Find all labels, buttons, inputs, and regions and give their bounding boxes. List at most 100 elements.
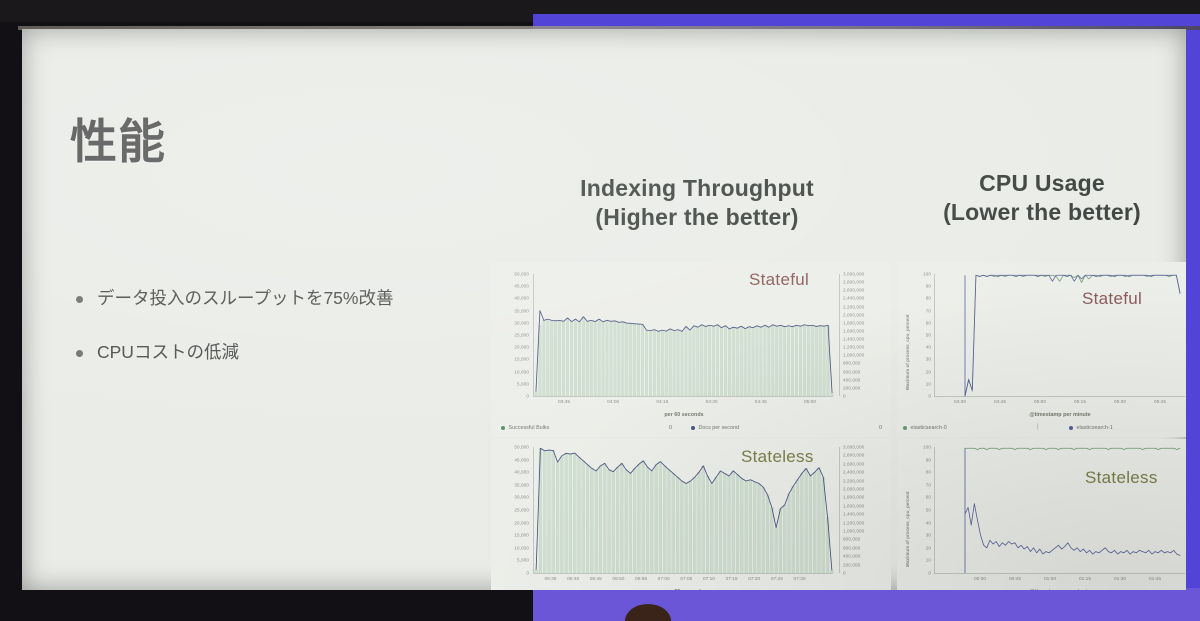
legend-swatch-icon xyxy=(691,426,695,430)
axis-tick-label: 0 xyxy=(526,570,529,576)
chart-indexing-stateless[interactable]: Stateless 0 5,000 10,000 15,000 20,000 25,000… xyxy=(491,439,891,590)
y-axis-line xyxy=(533,447,534,573)
axis-tick-label: 90 xyxy=(925,283,931,289)
chart-cpu-stateless[interactable]: Stateless Maximum of process_cpu_percent… xyxy=(897,439,1186,590)
axis-tick-label: 1,600,000 xyxy=(843,503,865,509)
cpu-series-line-0 xyxy=(964,274,1181,397)
axis-tick-label: 50 xyxy=(925,332,931,338)
cpu-stateless-plot xyxy=(935,447,1185,573)
axis-tick-label: 40,000 xyxy=(514,295,529,301)
axis-tick-label: 03:45 xyxy=(557,400,571,405)
axis-tick-label: 10 xyxy=(925,381,931,387)
y-axis-line xyxy=(934,447,935,573)
series-annotation-stateless: Stateless xyxy=(741,447,814,466)
x-axis-title: per 60 seconds xyxy=(664,412,704,418)
indexing-throughput-heading: Indexing Throughput (Higher the better) xyxy=(497,174,897,232)
bullet-dot-icon xyxy=(76,349,83,357)
axis-tick-label: 05:00 xyxy=(803,400,817,405)
axis-tick-label: 40 xyxy=(925,520,931,526)
axis-tick-label: 5,000 xyxy=(517,557,529,563)
axis-tick-label: 2,200,000 xyxy=(843,478,865,484)
axis-tick-label: 06:45 xyxy=(589,577,602,582)
legend-label: elasticsearch-1 xyxy=(1076,425,1113,431)
bars-layer xyxy=(534,316,834,397)
axis-tick-label: 15,000 xyxy=(514,356,529,362)
axis-tick-label: 30 xyxy=(925,532,931,538)
axis-tick-label: 01:15 xyxy=(1078,577,1092,582)
legend-item-docs-per-second[interactable]: Docs per second xyxy=(691,425,739,431)
axis-tick-label: 2,800,000 xyxy=(843,279,865,285)
list-item: CPUコストの低減 xyxy=(70,341,470,365)
axis-tick-label: 20,000 xyxy=(514,520,529,526)
axis-tick-label: 400,000 xyxy=(843,377,861,383)
axis-tick-label: 20 xyxy=(925,545,931,551)
x-axis-line xyxy=(934,396,1185,397)
axis-tick-label: 06:40 xyxy=(567,577,580,582)
axis-tick-label: 00:30 xyxy=(973,577,987,582)
axis-tick-label: 20,000 xyxy=(514,344,529,350)
axis-tick-label: 07:30 xyxy=(793,577,806,582)
axis-tick-label: 40,000 xyxy=(514,469,529,475)
audience-head-silhouette xyxy=(625,604,671,621)
axis-tick-label: 1,000,000 xyxy=(843,528,865,534)
axis-tick-label: 80 xyxy=(925,469,931,475)
axis-tick-label: 200,000 xyxy=(843,385,861,391)
x-axis-line xyxy=(533,396,833,397)
y-axis-line xyxy=(533,274,534,396)
cpu-heading-line1: CPU Usage xyxy=(979,170,1105,196)
axis-tick-label: 05:15 xyxy=(1073,400,1087,405)
legend-swatch-icon xyxy=(501,426,505,430)
axis-tick-label: 5,000 xyxy=(517,381,529,387)
x-axis-title: @timestamp per minute xyxy=(935,589,1185,590)
axis-tick-label: 10,000 xyxy=(514,369,529,375)
axis-tick-label: 600,000 xyxy=(843,369,861,375)
axis-tick-label: 35,000 xyxy=(514,308,529,314)
axis-tick-label: 70 xyxy=(925,308,931,314)
axis-tick-label: 2,000,000 xyxy=(843,312,865,318)
legend-value-successful-bulks: 0 xyxy=(669,425,672,431)
axis-tick-label: 07:20 xyxy=(748,577,761,582)
axis-tick-label: 1,400,000 xyxy=(843,336,865,342)
x-axis-title: per 60 seconds xyxy=(534,589,834,590)
series-annotation-stateless: Stateless xyxy=(1085,468,1158,487)
cpu-stateful-legend[interactable]: elasticsearch-0 | elasticsearch-1 | xyxy=(897,424,1186,437)
axis-tick-label: 04:00 xyxy=(607,400,620,405)
axis-tick-label: 06:55 xyxy=(635,577,648,582)
legend-item-elasticsearch-1[interactable]: elasticsearch-1 xyxy=(1069,425,1113,431)
legend-item-successful-bulks[interactable]: Successful Bulks xyxy=(501,425,549,431)
legend-item-elasticsearch-0[interactable]: elasticsearch-0 xyxy=(903,425,947,431)
axis-tick-label: 80 xyxy=(925,295,931,301)
cpu-series-line-0 xyxy=(964,447,1181,450)
axis-tick-label: 15,000 xyxy=(514,532,529,538)
x-axis-line xyxy=(533,573,833,574)
axis-tick-label: 01:00 xyxy=(1043,577,1057,582)
axis-tick-label: 2,200,000 xyxy=(843,304,865,310)
axis-tick-label: 04:30 xyxy=(705,400,718,405)
indexing-heading-line1: Indexing Throughput xyxy=(580,175,814,201)
axis-tick-label: 1,000,000 xyxy=(843,352,865,358)
series-annotation-stateful: Stateful xyxy=(1082,289,1143,308)
axis-tick-label: 2,400,000 xyxy=(843,295,865,301)
indexing-stateful-legend[interactable]: Successful Bulks 0 Docs per second 0 xyxy=(491,425,891,437)
axis-tick-label: 2,400,000 xyxy=(843,469,865,475)
bullet-list: データ投入のスループットを75%改善 CPUコストの低減 xyxy=(70,287,470,394)
indexing-heading-line2: (Higher the better) xyxy=(595,204,799,231)
axis-tick-label: 04:45 xyxy=(993,400,1007,405)
axis-tick-label: 3,000,000 xyxy=(843,271,865,277)
chart-indexing-stateful[interactable]: Stateful 0 5,000 10,000 15,000 20,000 25,000 3… xyxy=(491,262,891,437)
axis-tick-label: 10 xyxy=(925,557,931,563)
axis-tick-label: 0 xyxy=(843,570,846,576)
axis-tick-label: 07:05 xyxy=(680,577,693,582)
legend-swatch-icon xyxy=(1069,426,1073,430)
docs-per-second-line xyxy=(535,310,833,393)
axis-tick-label: 0 xyxy=(843,393,846,399)
bullet-dot-icon xyxy=(76,296,83,303)
y-axis-line xyxy=(934,274,935,396)
axis-tick-label: 2,800,000 xyxy=(843,452,865,458)
axis-tick-label: 0 xyxy=(928,393,931,399)
chart-cpu-stateful[interactable]: Stateful Maximum of process_cpu_percent … xyxy=(897,262,1186,437)
axis-tick-label: 30,000 xyxy=(514,494,529,500)
indexing-stateless-plot xyxy=(534,447,834,574)
axis-tick-label: 10,000 xyxy=(514,545,529,551)
axis-tick-label: 25,000 xyxy=(514,507,529,513)
